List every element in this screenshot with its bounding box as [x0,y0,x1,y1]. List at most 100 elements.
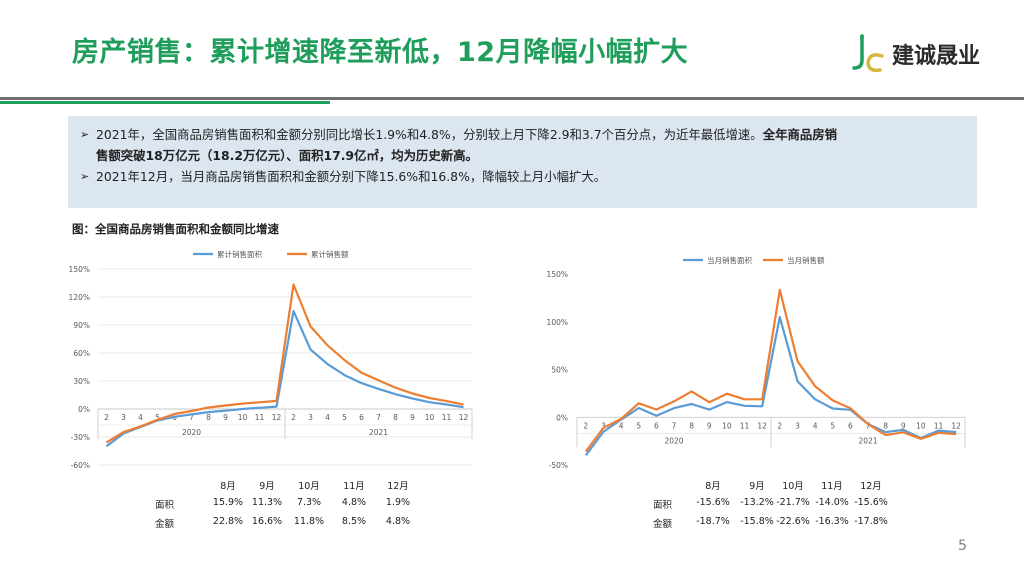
y-tick-label: 150% [69,265,90,274]
table-cell: -16.3% [815,516,849,527]
bullet-arrow-icon: ➢ [80,170,90,183]
x-tick-label: 12 [951,421,961,430]
table-cell: -15.6% [854,497,888,508]
x-tick-label: 7 [376,413,381,422]
legend-label: 当月销售面积 [707,255,752,265]
table-cell: -22.6% [776,516,810,527]
x-tick-label: 2 [777,421,782,430]
summary-bullet-1: ➢ 2021年，全国商品房销售面积和金额分别同比增长1.9%和4.8%，分别较上… [80,124,967,145]
x-tick-label: 5 [155,413,160,422]
y-tick-label: 60% [73,349,90,358]
x-tick-label: 5 [636,421,641,430]
x-tick-label: 11 [740,421,750,430]
summary-bullet-2: ➢ 2021年12月，当月商品房销售面积和金额分别下降15.6%和16.8%，降… [80,166,967,187]
x-tick-label: 12 [757,421,767,430]
table-cell: -21.7% [776,497,810,508]
year-label: 2021 [369,428,388,437]
table-cell: -17.8% [854,516,888,527]
table-cell: 1.9% [385,497,411,508]
table-cell: 4.8% [385,516,411,527]
x-tick-label: 3 [601,421,606,430]
x-tick-label: 2 [583,421,588,430]
table-row-label: 金额 [652,519,672,530]
header-accent-bar [0,101,330,104]
x-tick-label: 8 [883,421,888,430]
y-tick-label: -30% [71,433,90,442]
x-tick-label: 4 [813,421,818,430]
header-divider [0,97,1024,100]
page-number: 5 [958,538,967,554]
table-cell: 11.3% [251,497,283,508]
company-logo: 建诚晟业 [848,32,998,78]
x-tick-label: 6 [359,413,364,422]
x-tick-label: 10 [238,413,248,422]
y-tick-label: 0% [78,405,90,414]
table-header: 10月 [298,481,320,492]
table-row-label: 面积 [154,500,174,511]
x-tick-label: 12 [459,413,469,422]
x-tick-label: 3 [795,421,800,430]
series-line-amount [105,283,464,444]
x-tick-label: 11 [255,413,265,422]
x-tick-label: 7 [189,413,194,422]
y-tick-label: 0% [556,413,568,422]
table-cell: 16.6% [251,516,283,527]
cumulative-growth-chart: 150% 120% 90% 60% 30% 0% -30% -60% 2 3 4 5 6 7 8 9 10 11 1… [69,249,473,470]
y-tick-label: 100% [547,318,568,327]
monthly-growth-chart: 150% 100% 50% 0% -50% 2 3 4 5 6 7 8 9 10 11 12 2 3 4 5 6 7 8 9 1… [547,255,966,470]
x-tick-label: 4 [138,413,143,422]
table-header: 8月 [705,481,721,492]
x-tick-label: 10 [425,413,435,422]
y-tick-label: -60% [71,461,90,470]
jc-logo-icon [852,34,884,73]
legend-label: 当月销售额 [787,255,825,265]
legend-label: 累计销售额 [311,249,349,259]
bullet-arrow-icon: ➢ [80,128,90,141]
table-row-label: 面积 [652,500,672,511]
table-header: 11月 [821,481,843,492]
bullet1-bold-a: 全年商品房销 [762,127,838,142]
table-cell: -15.6% [696,497,730,508]
x-tick-label: 2 [291,413,296,422]
table-cell: -13.2% [740,497,774,508]
series-line-area [584,316,957,457]
x-tick-label: 3 [121,413,126,422]
x-tick-label: 8 [689,421,694,430]
bullet1-text: 2021年，全国商品房销售面积和金额分别同比增长1.9%和4.8%，分别较上月下… [96,127,763,142]
table-cell: -18.7% [696,516,730,527]
table-row-label: 金额 [154,519,174,530]
y-tick-label: -50% [549,461,568,470]
table-cell: 7.3% [296,497,322,508]
y-tick-label: 30% [73,377,90,386]
series-line-area [105,310,464,448]
x-tick-label: 11 [442,413,452,422]
x-tick-label: 9 [410,413,415,422]
x-tick-label: 5 [830,421,835,430]
table-header: 9月 [259,481,275,492]
series-line-amount [584,288,957,453]
table-header: 11月 [343,481,365,492]
x-tick-label: 10 [916,421,926,430]
y-tick-label: 50% [551,366,568,375]
x-tick-label: 4 [325,413,330,422]
table-header: 9月 [749,481,765,492]
x-tick-label: 3 [308,413,313,422]
table-header: 12月 [860,481,882,492]
table-cell: -15.8% [740,516,774,527]
table-cell: 22.8% [212,516,244,527]
x-tick-label: 9 [707,421,712,430]
x-tick-label: 8 [393,413,398,422]
year-label: 2020 [664,436,683,445]
y-tick-label: 90% [73,321,90,330]
x-tick-label: 6 [654,421,659,430]
x-tick-label: 11 [934,421,944,430]
year-label: 2021 [858,436,877,445]
x-tick-label: 4 [619,421,624,430]
y-tick-label: 150% [547,270,568,279]
summary-box: ➢ 2021年，全国商品房销售面积和金额分别同比增长1.9%和4.8%，分别较上… [68,116,977,208]
table-header: 10月 [782,481,804,492]
x-tick-label: 10 [722,421,732,430]
x-tick-label: 7 [672,421,677,430]
table-cell: 15.9% [212,497,244,508]
x-tick-label: 9 [223,413,228,422]
